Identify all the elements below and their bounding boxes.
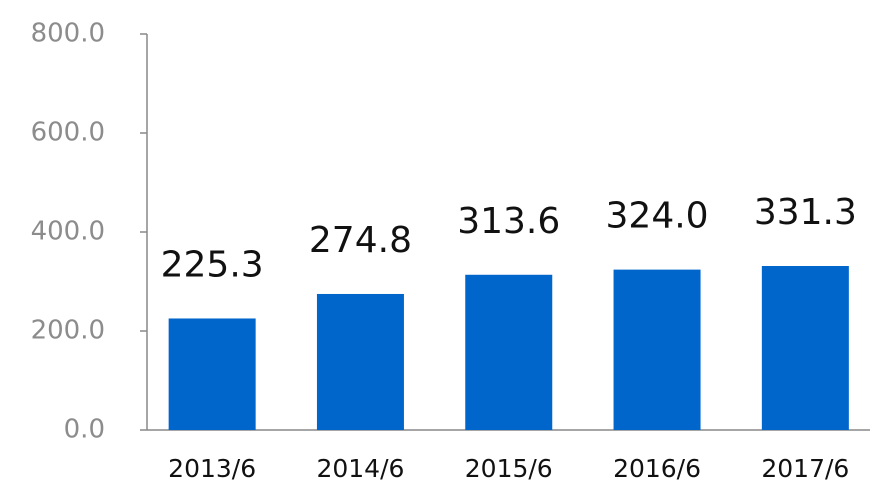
y-tick-label: 200.0	[31, 316, 105, 346]
bar	[465, 274, 553, 430]
value-label: 324.0	[606, 196, 709, 237]
x-tick-label: 2015/6	[465, 454, 553, 483]
bar	[613, 269, 701, 430]
value-label: 313.6	[457, 201, 560, 242]
x-tick-label: 2016/6	[613, 454, 701, 483]
bar	[168, 318, 256, 430]
x-tick-label: 2017/6	[761, 454, 849, 483]
y-tick-label: 0.0	[64, 415, 105, 445]
value-label: 225.3	[161, 244, 264, 285]
x-tick-label: 2014/6	[316, 454, 404, 483]
value-label: 274.8	[309, 220, 412, 261]
y-tick-label: 800.0	[31, 19, 105, 49]
bar	[761, 266, 849, 430]
y-tick-label: 400.0	[31, 217, 105, 247]
bar	[316, 293, 404, 430]
x-tick-label: 2013/6	[168, 454, 256, 483]
value-label: 331.3	[754, 192, 857, 233]
y-tick-label: 600.0	[31, 118, 105, 148]
